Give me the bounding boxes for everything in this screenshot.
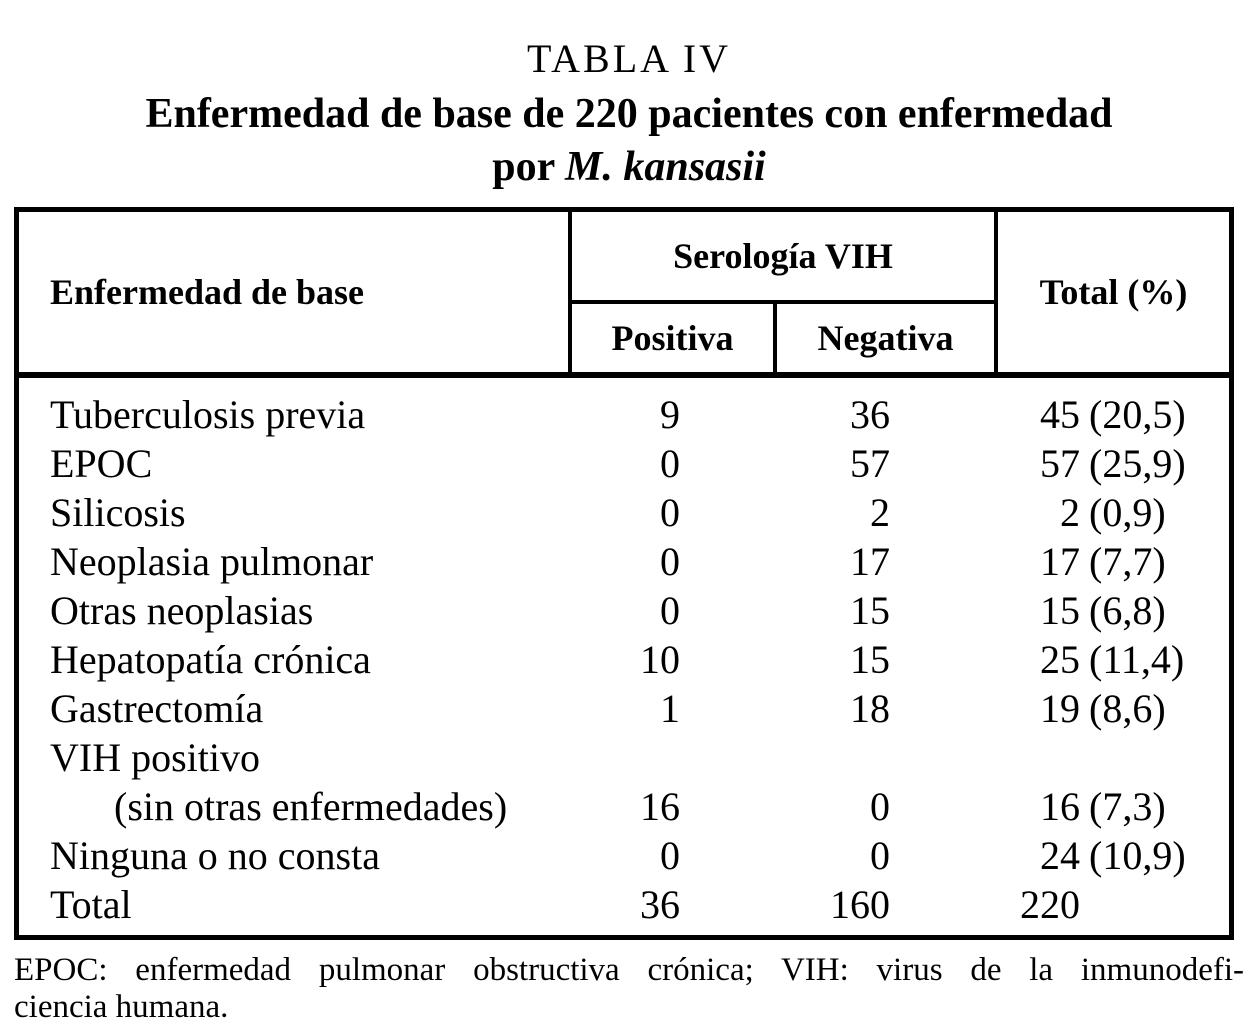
cell-total: 16 (7,3) xyxy=(1040,784,1166,829)
cell-serologia-negativa: 15 xyxy=(850,588,890,633)
header-body-divider xyxy=(19,372,1229,378)
cell-serologia-positiva: 0 xyxy=(660,539,680,584)
cell-total: 57 (25,9) xyxy=(1040,441,1186,486)
cell-serologia-negativa: 15 xyxy=(850,637,890,682)
cell-serologia-negativa: 160 xyxy=(830,882,890,927)
cell-total: 17 (7,7) xyxy=(1040,539,1166,584)
table-row: Neoplasia pulmonar 0 17 17 (7,7) xyxy=(19,537,1229,586)
cell-total: 24 (10,9) xyxy=(1040,833,1186,878)
table-title: Enfermedad de base de 220 pacientes con … xyxy=(0,88,1258,194)
cell-serologia-negativa: 17 xyxy=(850,539,890,584)
table-row: Tuberculosis previa 9 36 45 (20,5) xyxy=(19,390,1229,439)
table-title-organism: M. kansasii xyxy=(565,144,766,190)
cell-total: 15 (6,8) xyxy=(1040,588,1166,633)
cell-enfermedad: (sin otras enfermedades) xyxy=(114,784,508,829)
cell-serologia-positiva: 0 xyxy=(660,441,680,486)
table-title-line2-prefix: por xyxy=(492,144,555,190)
cell-serologia-negativa: 18 xyxy=(850,686,890,731)
table-title-line1: Enfermedad de base de 220 pacientes con … xyxy=(145,91,1113,137)
cell-serologia-positiva: 36 xyxy=(640,882,680,927)
footnote-line1: EPOC: enfermedad pulmonar obstructiva cr… xyxy=(14,952,1244,988)
table-row: EPOC 0 57 57 (25,9) xyxy=(19,439,1229,488)
header-serologia-vih: Serología VIH xyxy=(572,212,994,304)
table-row: (sin otras enfermedades) 16 0 16 (7,3) xyxy=(19,782,1229,831)
cell-serologia-negativa: 0 xyxy=(870,833,890,878)
table-row: Otras neoplasias 0 15 15 (6,8) xyxy=(19,586,1229,635)
cell-serologia-negativa: 0 xyxy=(870,784,890,829)
cell-serologia-positiva: 10 xyxy=(640,637,680,682)
header-enfermedad-de-base: Enfermedad de base xyxy=(19,212,572,372)
table-body: Tuberculosis previa 9 36 45 (20,5) EPOC 0 57 57(… xyxy=(19,378,1229,935)
table-row: VIH positivo xyxy=(19,733,1229,782)
cell-total: 19 (8,6) xyxy=(1040,686,1166,731)
table-row: Gastrectomía 1 18 19 (8,6) xyxy=(19,684,1229,733)
cell-enfermedad: EPOC xyxy=(50,441,153,486)
footnote-line2: ciencia humana. xyxy=(14,989,229,1025)
title-block: TABLA IV Enfermedad de base de 220 pacie… xyxy=(0,36,1258,194)
cell-serologia-positiva: 9 xyxy=(660,392,680,437)
cell-enfermedad: Gastrectomía xyxy=(50,686,264,731)
header-positiva: Positiva xyxy=(572,304,777,372)
cell-serologia-negativa: 2 xyxy=(870,490,890,535)
cell-serologia-positiva: 1 xyxy=(660,686,680,731)
table-row: Hepatopatía crónica 10 15 25 (11,4) xyxy=(19,635,1229,684)
cell-enfermedad: Total xyxy=(50,882,132,927)
cell-serologia-negativa: 36 xyxy=(850,392,890,437)
table-row: Silicosis 0 2 2 (0,9) xyxy=(19,488,1229,537)
cell-enfermedad: Ninguna o no consta xyxy=(50,833,380,878)
cell-serologia-positiva: 16 xyxy=(640,784,680,829)
table-row: Ninguna o no consta 0 0 24 (10,9) xyxy=(19,831,1229,880)
cell-enfermedad: VIH positivo xyxy=(50,735,260,780)
cell-total: 25 (11,4) xyxy=(1040,637,1185,682)
footnote: EPOC: enfermedad pulmonar obstructiva cr… xyxy=(14,952,1244,1026)
cell-enfermedad: Silicosis xyxy=(50,490,186,535)
table-header: Enfermedad de base Serología VIH Positiv… xyxy=(19,212,1229,372)
header-negativa: Negativa xyxy=(817,318,954,358)
cell-serologia-positiva: 0 xyxy=(660,833,680,878)
table-row: Total 36 160 220 xyxy=(19,880,1229,929)
cell-serologia-positiva: 0 xyxy=(660,490,680,535)
cell-serologia-positiva: 0 xyxy=(660,588,680,633)
cell-enfermedad: Otras neoplasias xyxy=(50,588,314,633)
cell-enfermedad: Tuberculosis previa xyxy=(50,392,366,437)
cell-total: 220 xyxy=(1020,882,1080,927)
cell-serologia-negativa: 57 xyxy=(850,441,890,486)
table-number: TABLA IV xyxy=(526,36,732,81)
cell-total: 45 (20,5) xyxy=(1040,392,1186,437)
cell-total: 2 (0,9) xyxy=(1060,490,1166,535)
data-table: Enfermedad de base Serología VIH Positiv… xyxy=(14,207,1234,940)
cell-enfermedad: Neoplasia pulmonar xyxy=(50,539,374,584)
cell-enfermedad: Hepatopatía crónica xyxy=(50,637,371,682)
header-total: Total (%) xyxy=(994,212,1229,372)
